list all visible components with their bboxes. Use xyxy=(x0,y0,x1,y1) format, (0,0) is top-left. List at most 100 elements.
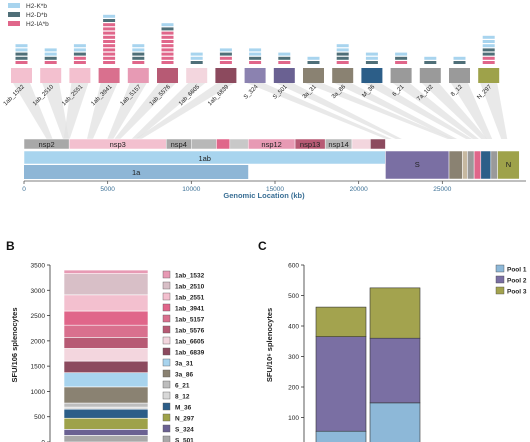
panel-c-bar-Pool-3-0 xyxy=(315,306,367,337)
ia-bar xyxy=(73,61,86,64)
genome-row1-seg-5 xyxy=(229,138,249,150)
funnel-1ab_1532 xyxy=(13,83,53,139)
panel-c-legend-swatch-0 xyxy=(495,264,505,273)
genome-row2-seg-2 xyxy=(448,150,463,180)
d-bar xyxy=(44,56,57,60)
panel-b-legend-label-12: M_36 xyxy=(175,405,192,412)
funnel-M_36 xyxy=(363,83,473,139)
k-bar xyxy=(453,56,466,60)
ia-bar xyxy=(73,56,86,60)
genome-row1-label-2: nsp4 xyxy=(171,140,187,149)
epitope-box-M_36 xyxy=(361,68,383,83)
panel-b-legend-swatch-10 xyxy=(162,380,171,389)
k-bar xyxy=(219,48,232,52)
panel-b-bar-N_297 xyxy=(63,417,149,430)
legend-swatch-0 xyxy=(8,3,20,8)
genome-row2-seg-3 xyxy=(462,150,468,180)
k-bar xyxy=(307,56,320,60)
d-bar xyxy=(132,52,145,56)
panel-b-legend-swatch-1 xyxy=(162,281,171,290)
genome-row2-seg-7 xyxy=(490,150,498,180)
panel-b-tick-label-5: 2500 xyxy=(31,313,46,320)
panel-b-legend-swatch-6 xyxy=(162,336,171,345)
panel-b-legend-label-6: 1ab_6605 xyxy=(175,339,205,346)
funnel-1ab_2510 xyxy=(42,83,70,139)
epitope-box-1ab_6839 xyxy=(215,68,237,83)
genome-row1-label-6: nsp12 xyxy=(261,140,281,149)
genome-row1-label-7: nsp13 xyxy=(300,140,320,149)
d-bar xyxy=(482,52,495,56)
panel-b-bar-8_12 xyxy=(63,406,149,410)
genome-row2-seg-4 xyxy=(467,150,475,180)
genome-row1-label-8: nsp14 xyxy=(328,140,348,149)
ia-bar xyxy=(482,56,495,60)
d-bar xyxy=(73,52,86,56)
panel-b-tick-label-7: 3500 xyxy=(31,263,46,270)
ia-bar xyxy=(219,61,232,64)
panel-b-bar-3a_86 xyxy=(63,386,149,404)
d-bar xyxy=(219,52,232,56)
panel-b-chart: 0 500 1000 1500 2000 2500 3000 3500 1ab_1532 1ab_… xyxy=(31,263,205,442)
d-bar xyxy=(103,19,116,22)
genome-row1-seg-9 xyxy=(351,138,371,150)
d-bar xyxy=(395,56,408,60)
legend-label-0: H2-K*b xyxy=(26,3,47,10)
panel-c-letter: C xyxy=(258,239,267,253)
d-bar xyxy=(336,52,349,56)
epitope-box-1ab_1532 xyxy=(11,68,32,83)
panel-c-tick-label-4: 400 xyxy=(288,324,299,331)
epitope-box-S_324 xyxy=(244,68,266,83)
panel-b-tick-label-0: 0 xyxy=(41,440,45,442)
panel-b-letter: B xyxy=(6,239,15,253)
genome-row2-seg-1 xyxy=(385,150,450,180)
d-bar xyxy=(365,61,378,64)
panel-b-legend-label-5: 1ab_5576 xyxy=(175,328,205,335)
panel-b-bar-1ab_3941 xyxy=(63,310,149,326)
ia-bar xyxy=(103,61,116,64)
d-bar xyxy=(161,27,174,31)
epitope-box-8_12 xyxy=(449,68,470,83)
legend-swatch-2 xyxy=(8,21,20,26)
k-bar xyxy=(482,40,495,43)
funnel-1ab_5576 xyxy=(114,83,176,139)
ia-bar xyxy=(161,35,174,39)
panel-b-tick-label-1: 500 xyxy=(34,414,45,421)
panel-c-legend-swatch-1 xyxy=(495,275,505,284)
genome-tick-label-4: 20000 xyxy=(350,186,368,193)
ia-bar xyxy=(161,31,174,35)
ia-bar xyxy=(103,31,116,35)
genome-row2-label-0: 1ab xyxy=(198,154,211,163)
genome-row1-label-0: nsp2 xyxy=(38,140,54,149)
epitope-box-7a_102 xyxy=(419,68,441,83)
panel-b-legend-label-15: S_501 xyxy=(175,438,194,442)
top-legend: H2-K*b H2-D*b H2-IA*b xyxy=(8,3,49,28)
panel-b-legend-swatch-14 xyxy=(162,424,171,433)
panel-b-tick-label-4: 2000 xyxy=(31,338,46,345)
panel-c-bar-Pool-2-1 xyxy=(369,337,421,404)
genome-1a-label: 1a xyxy=(132,168,141,177)
genome-tick-label-3: 15000 xyxy=(266,186,284,193)
epitope-box-1ab_2551 xyxy=(69,68,91,83)
funnel-1ab_2551 xyxy=(63,83,89,139)
k-bar xyxy=(482,44,495,48)
panel-b-legend-label-10: 6_21 xyxy=(175,383,190,390)
k-bar xyxy=(395,52,408,56)
funnel-N_297 xyxy=(480,83,508,139)
d-bar xyxy=(278,56,291,60)
panel-c-bar-Pool-3-1 xyxy=(369,287,421,339)
ia-bar xyxy=(249,61,262,64)
genome-tick-label-2: 10000 xyxy=(182,186,200,193)
k-bar xyxy=(161,23,174,27)
k-bar xyxy=(190,52,203,56)
genome-axis-label: Genomic Location (kb) xyxy=(223,191,305,200)
panel-b-legend-label-4: 1ab_5157 xyxy=(175,317,205,324)
k-bar xyxy=(424,56,437,60)
panel-b-bar-S_501 xyxy=(63,435,149,442)
epitope-box-1ab_5157 xyxy=(127,68,149,83)
d-bar xyxy=(249,56,262,60)
d-bar xyxy=(132,56,145,60)
ia-bar xyxy=(482,61,495,64)
k-bar xyxy=(365,56,378,60)
epitope-box-3a_86 xyxy=(332,68,354,83)
